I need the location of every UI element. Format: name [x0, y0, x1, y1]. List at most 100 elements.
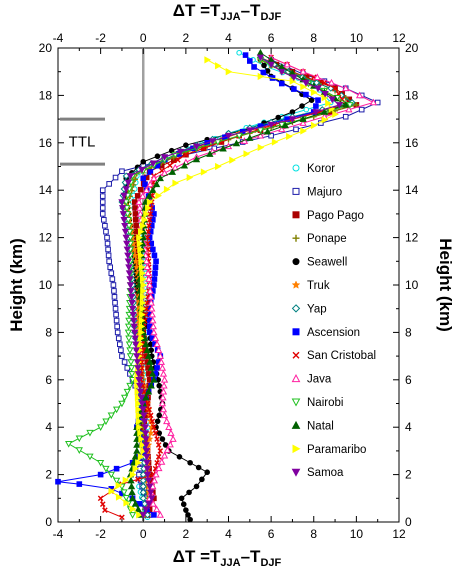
data-point-nairobi	[123, 205, 131, 212]
data-point-majuro	[101, 217, 107, 223]
data-point-samoa	[140, 418, 149, 426]
data-point-ascension	[55, 478, 61, 485]
data-point-natal	[320, 108, 329, 115]
data-point-samoa	[139, 406, 147, 414]
y-tick-label-right: 16	[405, 136, 419, 150]
legend-label-san-cristobal: San Cristobal	[307, 350, 376, 362]
data-point-paramaribo	[129, 505, 137, 513]
legend-label-java: Java	[307, 374, 332, 386]
legend-item-background	[290, 370, 390, 387]
data-point-ascension	[251, 64, 257, 70]
data-point-java	[163, 417, 171, 425]
data-point-java	[148, 310, 156, 318]
data-point-seawell	[204, 469, 210, 476]
legend-marker-natal	[291, 420, 301, 429]
data-point-pago-pago	[137, 186, 144, 193]
data-point-majuro	[99, 199, 106, 205]
data-point-san-cristobal	[155, 454, 162, 460]
legend-marker-nairobi	[291, 398, 301, 407]
data-point-ascension	[291, 86, 297, 92]
data-point-samoa	[256, 54, 265, 62]
data-point-paramaribo	[134, 393, 142, 402]
data-point-paramaribo	[146, 198, 154, 206]
data-point-java	[159, 387, 168, 395]
legend-label-samoa: Samoa	[307, 467, 344, 479]
data-point-majuro	[119, 353, 125, 359]
data-point-majuro	[111, 288, 117, 294]
y-tick-label-right: 18	[405, 88, 419, 102]
data-point-samoa	[312, 109, 320, 116]
x-tick-label-top: 4	[225, 31, 232, 45]
data-point-natal	[219, 144, 227, 152]
data-point-paramaribo	[129, 470, 137, 479]
data-point-java	[369, 98, 378, 106]
legend-label-seawell: Seawell	[307, 257, 347, 269]
data-point-paramaribo	[155, 192, 163, 200]
data-point-java	[283, 60, 291, 68]
y-tick-label-right: 2	[405, 468, 412, 482]
data-point-nairobi	[102, 418, 110, 426]
data-point-nairobi	[125, 317, 133, 325]
data-point-paramaribo	[310, 88, 318, 96]
x-tick-label-top: 2	[183, 31, 190, 45]
data-point-san-cristobal	[99, 501, 106, 508]
data-point-nairobi	[102, 465, 110, 473]
legend-label-paramaribo: Paramaribo	[307, 444, 366, 456]
y-tick-label-left: 4	[45, 420, 52, 434]
x-tick-label-bottom: -4	[53, 527, 64, 541]
data-point-san-cristobal	[146, 222, 152, 229]
data-point-samoa	[278, 68, 286, 76]
data-point-samoa	[121, 228, 130, 236]
data-point-majuro	[121, 359, 128, 365]
data-point-majuro	[105, 252, 112, 259]
data-point-samoa	[246, 127, 254, 134]
data-point-java	[148, 304, 156, 312]
legend-item-background	[290, 347, 390, 364]
legend-item-background	[290, 440, 390, 457]
data-point-seawell	[159, 436, 166, 442]
data-point-ascension	[242, 52, 249, 58]
data-point-san-cristobal	[102, 507, 108, 513]
data-point-natal	[130, 458, 138, 466]
data-point-nairobi	[127, 359, 135, 366]
legend-item-background	[290, 183, 390, 200]
legend-item-background	[290, 160, 390, 176]
data-point-majuro	[99, 193, 106, 199]
legend-item-truk: Truk	[290, 277, 390, 293]
legend-item-samoa: Samoa	[290, 464, 390, 481]
data-point-samoa	[125, 270, 134, 277]
data-point-samoa	[288, 116, 297, 123]
data-point-nairobi	[125, 335, 133, 343]
data-point-san-cristobal	[155, 442, 162, 448]
data-point-san-cristobal	[183, 151, 189, 158]
data-point-yap	[139, 488, 147, 496]
data-point-samoa	[131, 335, 139, 343]
data-point-samoa	[123, 240, 131, 248]
legend-item-background	[290, 206, 390, 223]
data-point-ascension	[150, 246, 156, 253]
data-point-paramaribo	[139, 222, 147, 230]
data-point-natal	[148, 370, 157, 377]
data-point-ascension	[303, 91, 309, 98]
data-point-ascension	[154, 365, 160, 371]
data-point-java	[160, 451, 169, 459]
top-axis-title: ΔT =TJJA–TDJF	[173, 1, 282, 23]
legend-item-ponape: Ponape	[290, 230, 390, 247]
data-point-java	[136, 204, 144, 211]
y-tick-label-left: 20	[39, 41, 53, 55]
series-paramaribo	[108, 56, 339, 519]
data-point-ascension	[151, 211, 157, 217]
legend-label-natal: Natal	[307, 420, 334, 432]
legend-marker-pago-pago	[292, 211, 300, 219]
data-point-majuro	[112, 174, 119, 181]
data-point-natal	[232, 139, 241, 147]
data-point-samoa	[135, 377, 143, 384]
data-point-paramaribo	[138, 257, 145, 265]
y-tick-label-left: 16	[39, 136, 53, 150]
data-point-samoa	[143, 459, 151, 467]
data-point-paramaribo	[286, 132, 293, 141]
data-point-samoa	[142, 448, 151, 455]
data-point-paramaribo	[163, 185, 171, 194]
data-point-java	[159, 393, 167, 401]
data-point-java	[149, 316, 157, 324]
